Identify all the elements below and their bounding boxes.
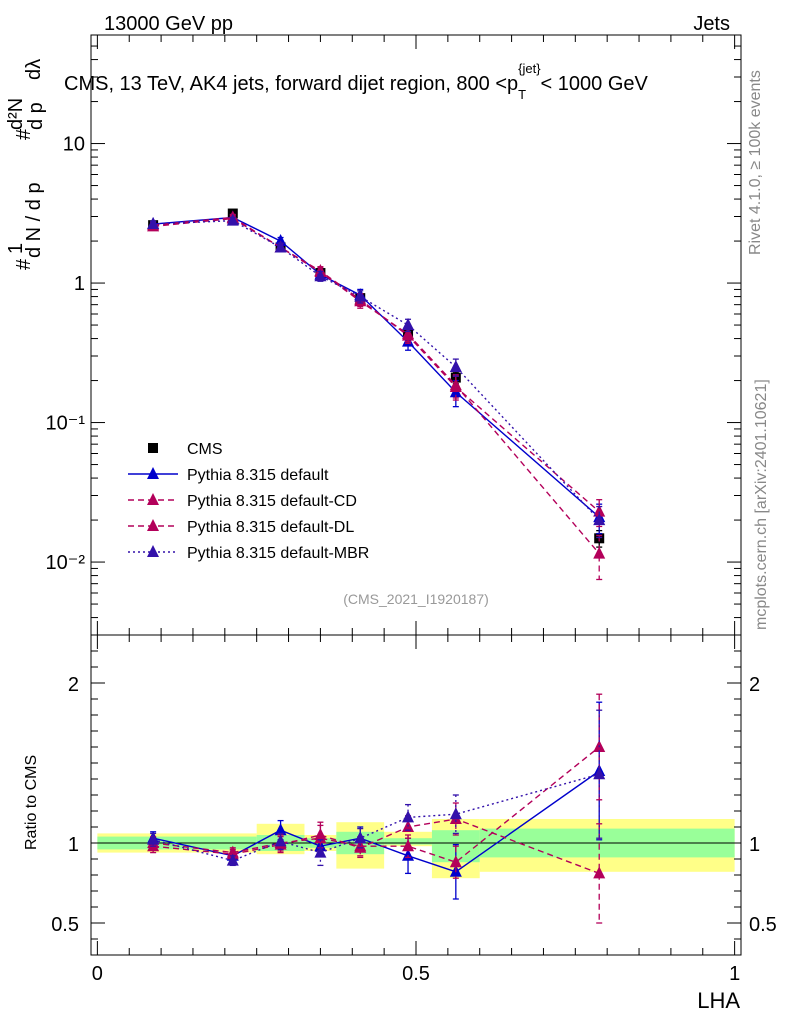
ratio-ytick-label-right: 2	[749, 674, 760, 696]
main-ytick-label: 10⁻¹	[46, 413, 86, 435]
ratio-point-pythia-8-315-default-mbr	[449, 807, 462, 820]
title-sup: {jet}	[518, 61, 541, 76]
ratio-line-pythia-8-315-default-mbr	[152, 773, 600, 862]
ylabel-one: 1	[5, 243, 27, 254]
ratio-point-pythia-8-315-default	[274, 823, 287, 836]
ratio-point-pythia-8-315-default-mbr	[354, 831, 367, 844]
main-line-pythia-8-315-default	[153, 216, 600, 518]
main-point-pythia-8-315-default-mbr	[147, 217, 160, 230]
ylabel-dlambda: dλ	[23, 59, 45, 80]
ratio-point-pythia-8-315-default-dl	[314, 828, 327, 840]
main-ylabel: # 1 d N / d p # d²N d p dλ	[5, 59, 47, 270]
legend-label: CMS	[187, 441, 223, 458]
legend-marker-pythia-8-315-default	[147, 467, 159, 479]
legend-label: Pythia 8.315 default-DL	[187, 519, 354, 536]
main-point-pythia-8-315-default-mbr	[354, 289, 367, 302]
main-point-pythia-8-315-default-dl	[402, 327, 415, 340]
ratio-axes: 0 0.5 1 0.5 0.5 1 1 2 2	[51, 635, 777, 985]
ratio-ytick-label: 0.5	[51, 914, 79, 936]
header-energy: 13000 GeV pp	[104, 13, 233, 35]
main-ytick-label: 1	[74, 273, 85, 295]
ratio-frame	[90, 634, 742, 956]
ratio-ytick-label: 1	[68, 834, 79, 856]
main-point-pythia-8-315-default-mbr	[449, 360, 462, 373]
title-post: < 1000 GeV	[541, 73, 649, 95]
main-point-pythia-8-315-default-cd	[593, 504, 606, 517]
legend-marker-pythia-8-315-default-dl	[147, 519, 159, 531]
ratio-series-layer	[147, 693, 606, 924]
main-series-pythia-8-315-default	[147, 210, 606, 535]
legend-entry-pythia-8-315-default-mbr: Pythia 8.315 default-MBR	[128, 545, 369, 562]
ratio-ytick-label-right: 0.5	[749, 914, 777, 936]
ylabel-dpt: d p	[25, 102, 47, 130]
x-axis-label: LHA	[697, 988, 740, 1013]
main-point-pythia-8-315-default-mbr	[274, 240, 287, 253]
main-ytick-label: 10⁻²	[46, 552, 86, 574]
main-series-pythia-8-315-default-mbr	[147, 213, 606, 539]
ratio-point-pythia-8-315-default-cd	[402, 839, 415, 852]
ratio-point-pythia-8-315-default-mbr	[147, 832, 160, 845]
mcplots-label: mcplots.cern.ch [arXiv:2401.10621]	[753, 379, 770, 630]
main-point-pythia-8-315-default-mbr	[314, 269, 327, 282]
main-point-pythia-8-315-default-mbr	[226, 213, 239, 226]
header-jets: Jets	[693, 13, 730, 35]
ylabel-d2n: d²N	[5, 98, 27, 130]
ratio-series-pythia-8-315-default-mbr	[147, 709, 606, 867]
ratio-point-pythia-8-315-default-cd	[449, 855, 462, 868]
main-ytick-label: 10	[63, 134, 85, 156]
main-line-pythia-8-315-default-mbr	[153, 219, 600, 521]
ylabel-hash2: #	[13, 128, 35, 140]
ylabel-hash1: #	[13, 258, 35, 270]
legend-label: Pythia 8.315 default	[187, 467, 329, 484]
ratio-point-pythia-8-315-default-dl	[593, 866, 606, 879]
main-point-pythia-8-315-default-mbr	[593, 513, 606, 526]
rivet-version-label: Rivet 4.1.0, ≥ 100k events	[747, 70, 764, 255]
legend-label: Pythia 8.315 default-MBR	[187, 545, 369, 562]
ratio-xtick-label: 0.5	[402, 963, 430, 985]
ratio-point-pythia-8-315-default-mbr	[274, 834, 287, 847]
ratio-point-pythia-8-315-default-mbr	[593, 767, 606, 780]
title-pre: CMS, 13 TeV, AK4 jets, forward dijet reg…	[64, 73, 518, 95]
main-axes: 10⁻² 10⁻¹ 1 10	[46, 34, 741, 636]
main-series-layer	[147, 208, 606, 581]
legend-marker-pythia-8-315-default-cd	[147, 493, 159, 505]
legend-label: Pythia 8.315 default-CD	[187, 493, 357, 510]
ratio-ytick-label-right: 1	[749, 834, 760, 856]
ratio-xtick-label: 1	[729, 963, 740, 985]
legend-entry-pythia-8-315-default-cd: Pythia 8.315 default-CD	[128, 493, 357, 510]
legend: CMS Pythia 8.315 default Pythia 8.315 defa…	[128, 441, 369, 562]
ratio-ytick-label: 2	[68, 674, 79, 696]
legend-entry-pythia-8-315-default: Pythia 8.315 default	[128, 467, 329, 484]
ratio-line-pythia-8-315-default-dl	[153, 818, 600, 875]
ylabel-dn: d N / d p	[23, 182, 45, 258]
ratio-point-pythia-8-315-default-mbr	[226, 853, 239, 866]
main-point-pythia-8-315-default-dl	[449, 378, 462, 391]
legend-marker-pythia-8-315-default-mbr	[147, 545, 159, 557]
plot-title: CMS, 13 TeV, AK4 jets, forward dijet reg…	[64, 61, 649, 102]
legend-marker-cms	[148, 443, 158, 453]
legend-entry-pythia-8-315-default-dl: Pythia 8.315 default-DL	[128, 519, 354, 536]
ratio-point-pythia-8-315-default-mbr	[314, 845, 327, 858]
main-point-pythia-8-315-default-dl	[593, 546, 606, 559]
ratio-line-pythia-8-315-default	[152, 770, 600, 873]
ratio-point-pythia-8-315-default-dl	[354, 840, 367, 853]
ratio-point-pythia-8-315-default-mbr	[402, 810, 415, 823]
legend-entry-cms: CMS	[148, 441, 223, 458]
title-sub: T	[518, 87, 526, 102]
analysis-id-label: (CMS_2021_I1920187)	[343, 591, 489, 607]
main-point-pythia-8-315-default-mbr	[402, 318, 415, 331]
ratio-xtick-label: 0	[92, 963, 103, 985]
main-line-pythia-8-315-default-cd	[153, 216, 600, 513]
ratio-ylabel: Ratio to CMS	[23, 755, 40, 850]
